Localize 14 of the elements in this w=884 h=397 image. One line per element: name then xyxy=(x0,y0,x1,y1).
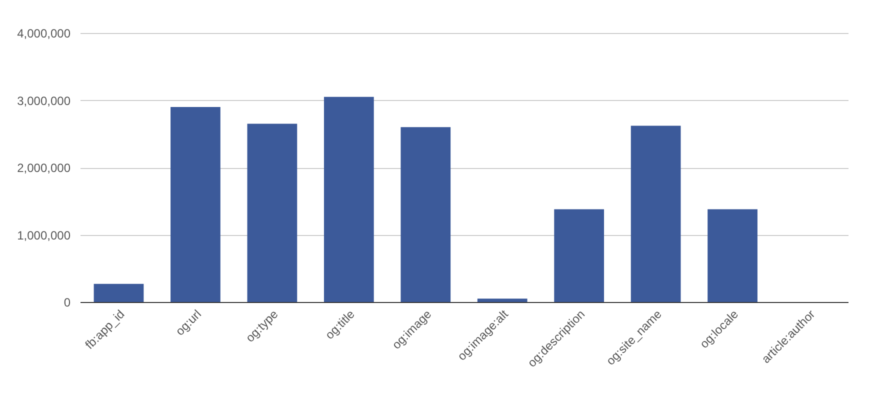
y-tick-label: 3,000,000 xyxy=(17,94,71,108)
bar xyxy=(554,209,604,302)
bar xyxy=(708,209,758,302)
bar xyxy=(324,96,374,302)
bar xyxy=(630,126,681,302)
y-tick-label: 0 xyxy=(64,296,71,310)
bar xyxy=(94,284,144,302)
bar xyxy=(477,298,528,302)
y-tick-label: 4,000,000 xyxy=(17,26,71,40)
y-tick-label: 1,000,000 xyxy=(17,228,71,242)
bar xyxy=(170,106,220,302)
bar xyxy=(400,127,451,302)
y-tick-label: 2,000,000 xyxy=(17,161,71,175)
bar xyxy=(247,124,298,302)
